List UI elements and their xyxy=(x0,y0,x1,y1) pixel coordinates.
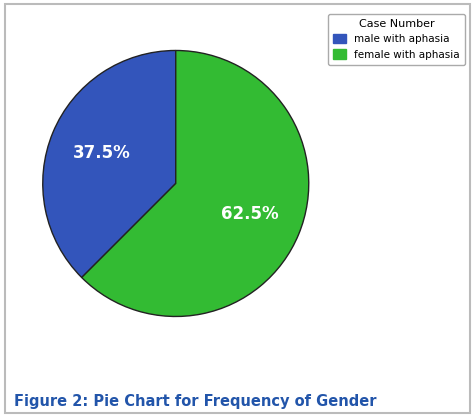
Text: 37.5%: 37.5% xyxy=(73,144,131,162)
Text: 62.5%: 62.5% xyxy=(221,205,278,223)
Wedge shape xyxy=(82,50,309,317)
Legend: male with aphasia, female with aphasia: male with aphasia, female with aphasia xyxy=(328,13,465,65)
Wedge shape xyxy=(43,50,176,278)
Text: Figure 2: Pie Chart for Frequency of Gender: Figure 2: Pie Chart for Frequency of Gen… xyxy=(14,394,377,409)
